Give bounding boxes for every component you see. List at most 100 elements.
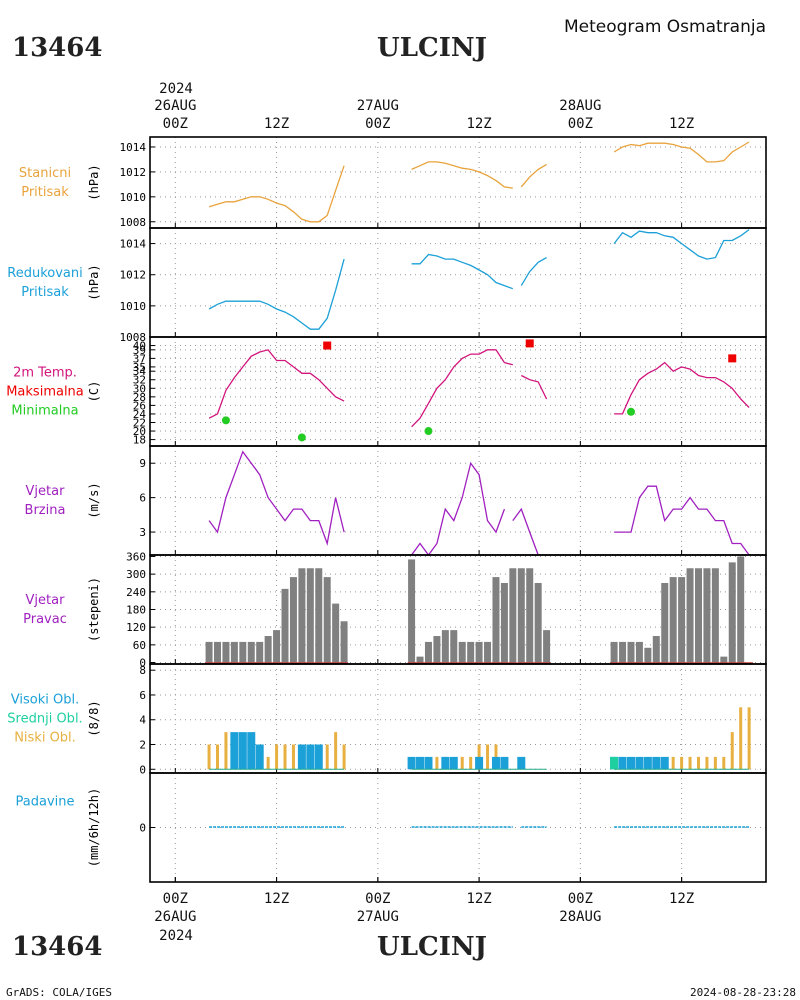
wind-dir-bar: [416, 656, 424, 663]
cloud-high-bar: [424, 756, 433, 770]
tmax-marker: [323, 341, 332, 350]
cloud-low-bar: [730, 732, 734, 770]
panel-label: Pravac: [23, 612, 67, 627]
y-tick-label: 30: [133, 382, 146, 395]
date-label-top: 26AUG: [154, 98, 196, 114]
series-line: [614, 361, 750, 415]
wind-dir-bar: [222, 641, 230, 663]
wind-dir-bar: [475, 641, 483, 663]
cloud-low-bar: [705, 756, 709, 770]
wind-dir-bar: [323, 577, 331, 663]
wind-dir-bar: [264, 636, 272, 663]
panel-label: Redukovani: [7, 266, 82, 281]
cloud-low-bar: [486, 744, 490, 770]
panel-label: Stanicni: [19, 166, 71, 181]
series-line: [411, 461, 506, 557]
wind-dir-bar: [230, 641, 238, 663]
series-line: [411, 161, 513, 189]
y-tick-label: 0: [139, 657, 146, 670]
y-axis-label: (hPa): [87, 264, 101, 300]
panel-frame: [149, 445, 767, 556]
series-line: [613, 229, 750, 260]
cloud-low-bar: [460, 756, 464, 770]
panel-1: 1008 1010 1012 1014 (hPa) Redukovani Pritisak: [7, 227, 767, 344]
hour-label-bottom: 00Z: [568, 891, 593, 907]
panel-frame: [149, 136, 767, 229]
panel-0: 1008 1010 1012 1014 (hPa) Stanicni Pritisak: [19, 136, 767, 229]
cloud-low-bar: [291, 744, 295, 770]
cloud-low-bar: [334, 732, 338, 770]
wind-dir-bar: [669, 577, 677, 663]
wind-dir-bar: [492, 577, 500, 663]
y-tick-label: 24: [133, 408, 147, 421]
y-tick-label: 1010: [120, 300, 147, 313]
tmax-marker: [728, 354, 737, 363]
y-tick-label: 20: [133, 425, 146, 438]
panel-4: 0 60 120 180 240 300 360 (stepeni) Vjetar Pravac: [23, 550, 767, 670]
cloud-high-bar: [652, 756, 661, 770]
panel-label: Padavine: [16, 795, 75, 810]
hour-label-top: 12Z: [264, 116, 289, 132]
wind-dir-bar: [543, 630, 551, 663]
panel-frame: [149, 772, 767, 883]
y-tick-label: 0: [139, 822, 146, 835]
cloud-high-bar: [314, 744, 323, 770]
cloud-high-bar: [660, 756, 669, 770]
wind-dir-bar: [678, 577, 686, 663]
wind-dir-bar: [239, 641, 247, 663]
wind-dir-bar: [433, 636, 441, 663]
panel-label: Niski Obl.: [14, 731, 76, 746]
series-line: [208, 349, 345, 419]
y-tick-label: 360: [126, 550, 146, 563]
wind-dir-bar: [500, 582, 508, 663]
wind-dir-bar: [247, 641, 255, 663]
cloud-low-bar: [696, 756, 700, 770]
cloud-high-bar: [500, 756, 509, 770]
cloud-low-bar: [680, 756, 684, 770]
cloud-high-bar: [238, 732, 247, 770]
cloud-low-bar: [739, 707, 743, 770]
hour-label-top: 00Z: [163, 116, 188, 132]
y-axis-label: (C): [87, 381, 101, 403]
series-line: [208, 450, 345, 546]
wind-dir-bar: [686, 568, 694, 663]
hour-label-top: 00Z: [365, 116, 390, 132]
wind-dir-bar: [635, 641, 643, 663]
cloud-low-bar: [747, 707, 751, 770]
y-axis-label: (8/8): [87, 700, 101, 736]
cloud-low-bar: [688, 756, 692, 770]
series-line: [208, 258, 345, 330]
panel-label: 2m Temp.: [13, 366, 77, 381]
cloud-low-bar: [216, 744, 220, 770]
cloud-mid-bar: [610, 756, 619, 770]
timestamp-text: 2024-08-28-23:28: [690, 986, 796, 999]
y-axis-label: (mm/6h/12h): [87, 788, 101, 867]
y-tick-label: 8: [139, 664, 146, 677]
hour-label-bottom: 12Z: [466, 891, 491, 907]
credit-text: GrADS: COLA/IGES: [6, 986, 112, 999]
wind-dir-bar: [256, 641, 264, 663]
cloud-low-bar: [435, 756, 439, 770]
station-id-bottom: 13464: [12, 932, 102, 962]
hour-label-top: 00Z: [568, 116, 593, 132]
wind-dir-bar: [737, 556, 745, 663]
y-tick-label: 0: [139, 763, 146, 776]
panels: 1008101010121014(hPa)StanicniPritisak100…: [6, 136, 767, 883]
panel-frame: [149, 227, 767, 338]
series-line: [613, 141, 750, 163]
panel-label: Visoki Obl.: [11, 693, 79, 708]
panel-label: Srednji Obl.: [7, 712, 82, 727]
y-tick-label: 3: [139, 526, 146, 539]
tmin-marker: [221, 416, 230, 425]
series-line: [520, 163, 547, 188]
wind-dir-bar: [484, 641, 492, 663]
cloud-high-bar: [416, 756, 425, 770]
y-axis-label: (stepeni): [87, 577, 101, 642]
y-tick-label: 300: [126, 568, 146, 581]
y-tick-label: 1014: [120, 141, 147, 154]
y-tick-label: 37: [133, 352, 146, 365]
date-label-bottom: 28AUG: [559, 909, 601, 925]
wind-dir-bar: [315, 568, 323, 663]
date-label-top: 28AUG: [559, 98, 601, 114]
cloud-low-bar: [224, 732, 228, 770]
